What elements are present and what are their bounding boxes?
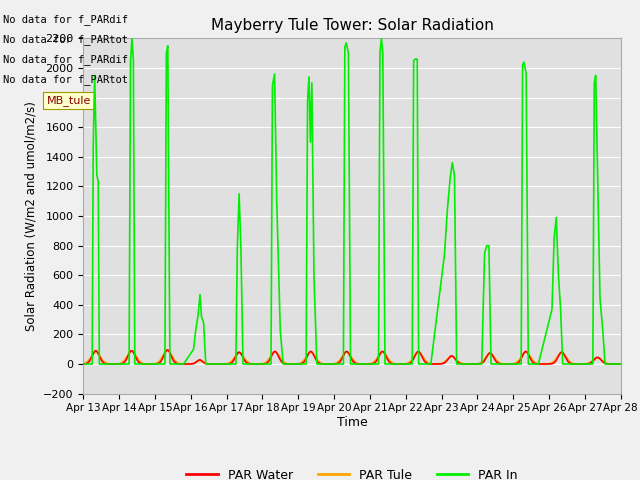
Title: Mayberry Tule Tower: Solar Radiation: Mayberry Tule Tower: Solar Radiation bbox=[211, 18, 493, 33]
Text: No data for f_PARdif: No data for f_PARdif bbox=[3, 54, 128, 65]
Y-axis label: Solar Radiation (W/m2 and umol/m2/s): Solar Radiation (W/m2 and umol/m2/s) bbox=[24, 101, 37, 331]
Text: MB_tule: MB_tule bbox=[47, 95, 91, 106]
Text: No data for f_PARtot: No data for f_PARtot bbox=[3, 74, 128, 85]
X-axis label: Time: Time bbox=[337, 416, 367, 429]
Text: No data for f_PARdif: No data for f_PARdif bbox=[3, 13, 128, 24]
Text: No data for f_PARtot: No data for f_PARtot bbox=[3, 34, 128, 45]
Legend: PAR Water, PAR Tule, PAR In: PAR Water, PAR Tule, PAR In bbox=[181, 464, 523, 480]
